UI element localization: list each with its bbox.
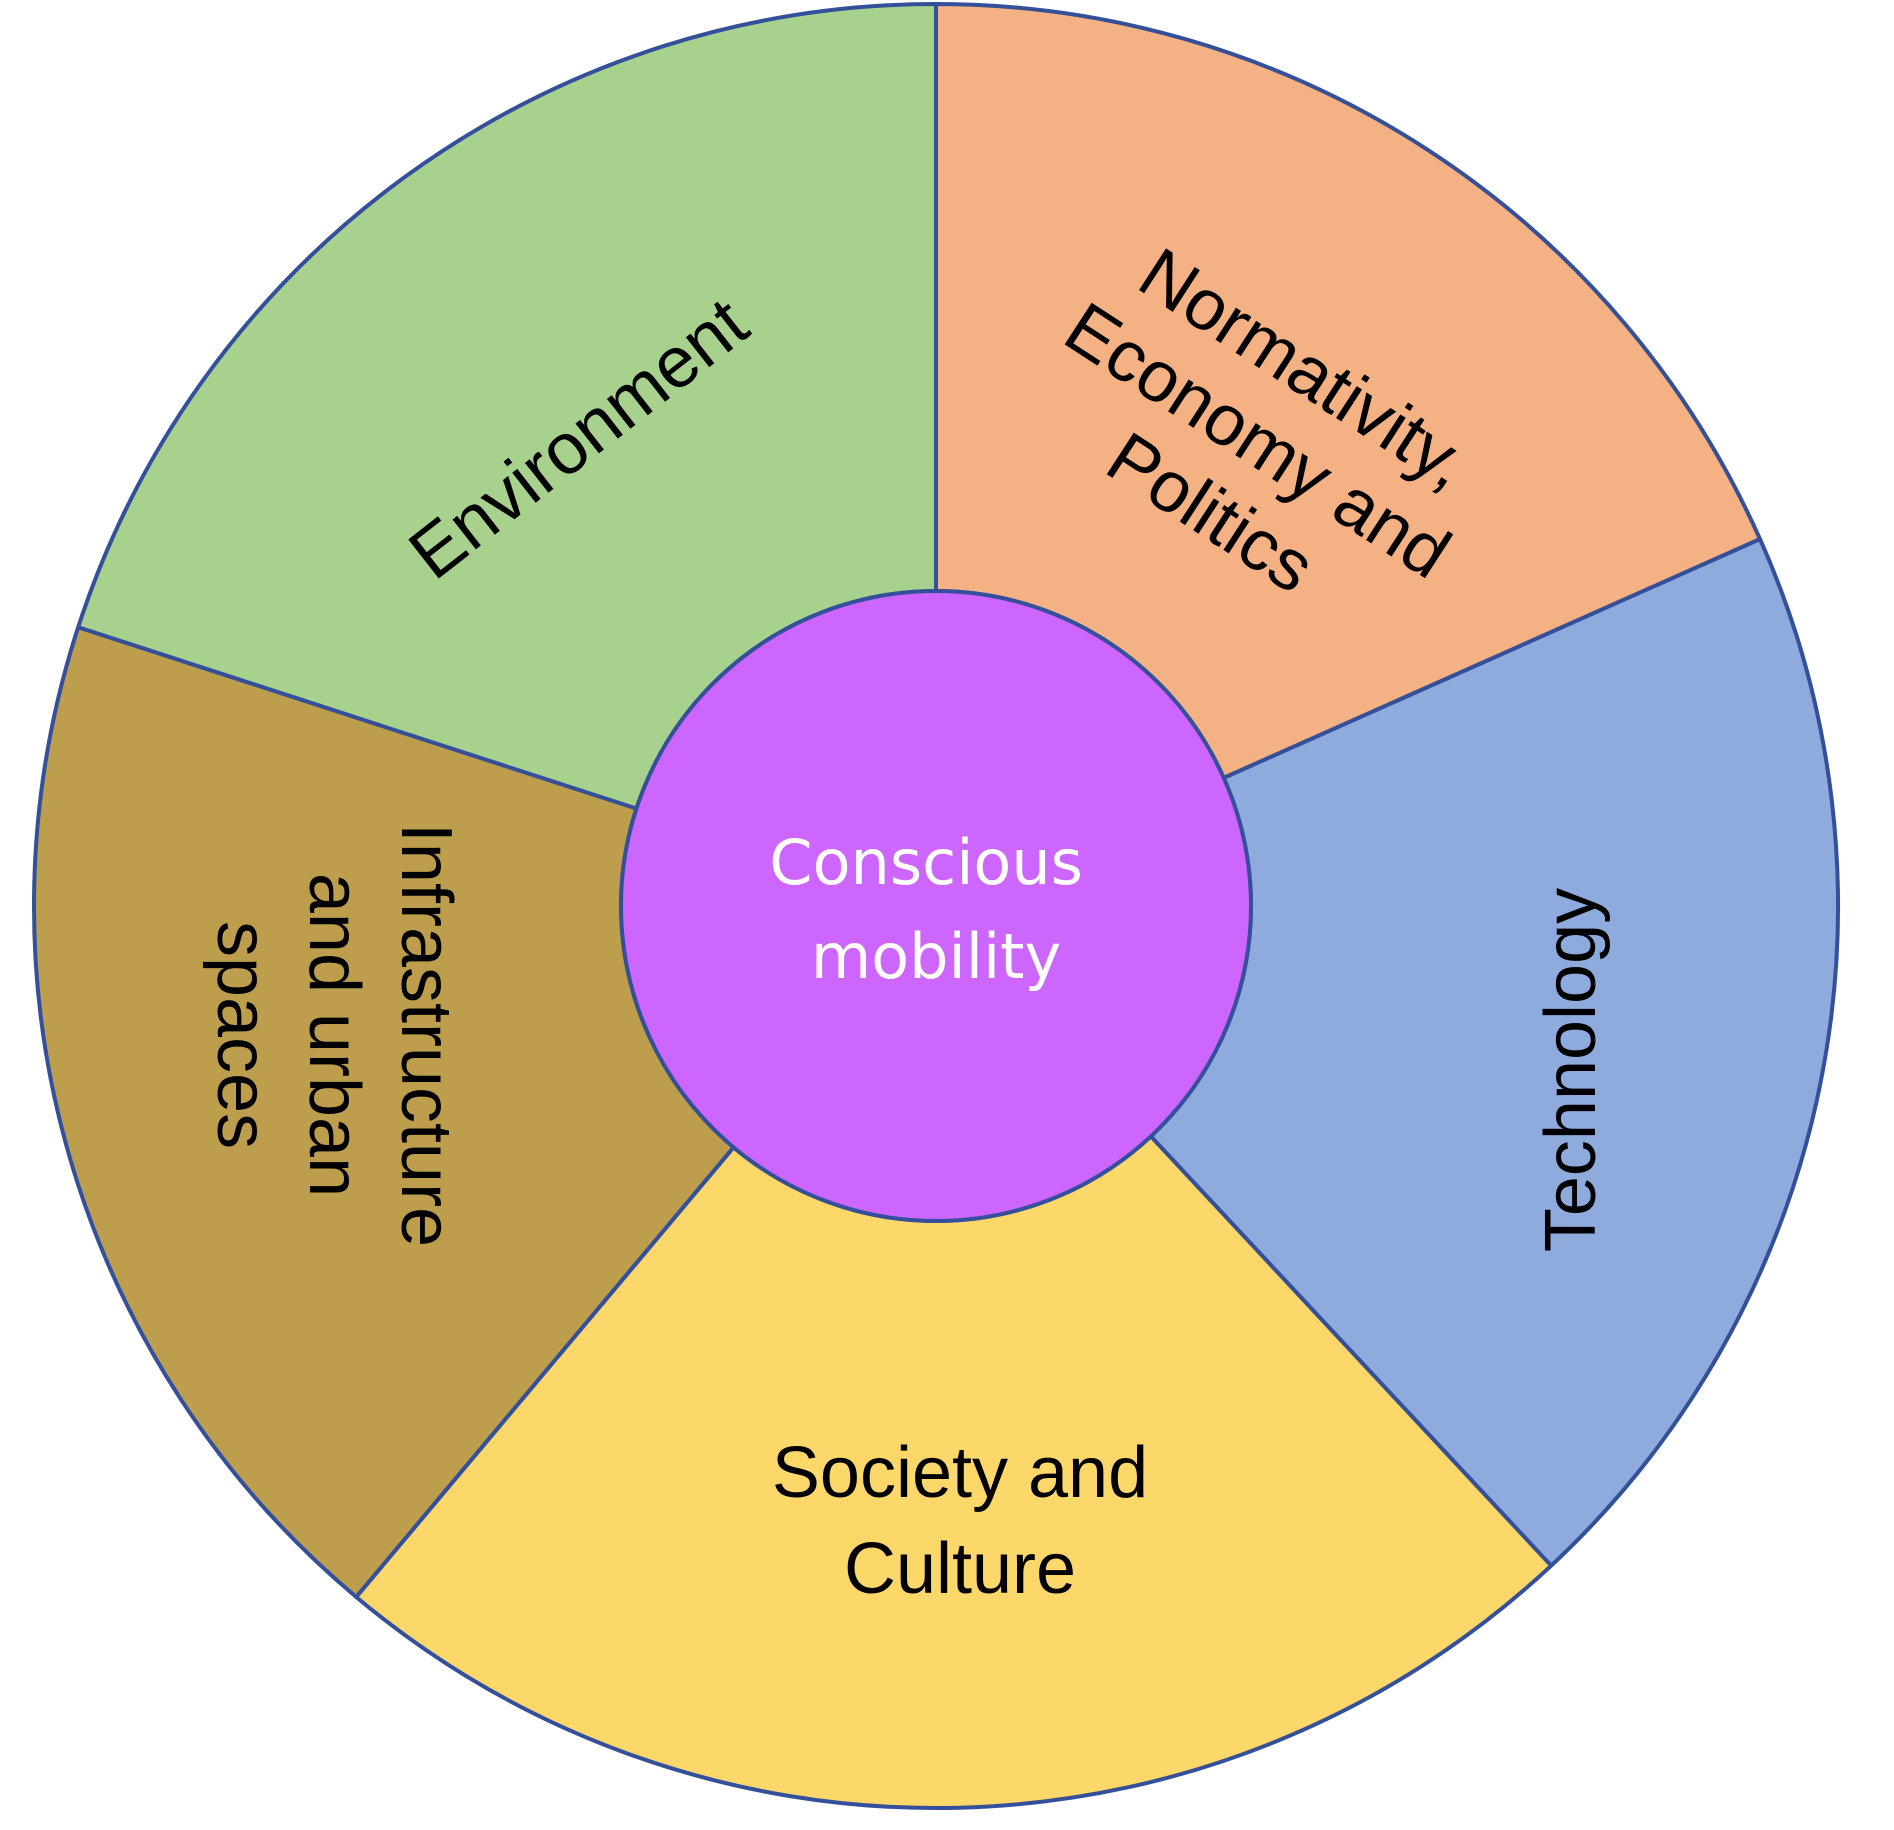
segment-label-society-line-2: Culture	[844, 1529, 1076, 1609]
wheel-segments: Environment Normativity,Economy andPoliti…	[32, 2, 1840, 1810]
center-label-line-1: Conscious	[769, 826, 1083, 899]
center-hub: Conscious mobility	[619, 589, 1253, 1223]
segment-label-infrastructure: Infrastructureand urbanspaces	[202, 823, 466, 1247]
center-label-line-2: mobility	[811, 920, 1061, 993]
segment-label-technology-line-1: Technology	[1531, 888, 1611, 1252]
center-label: Conscious mobility	[769, 826, 1102, 993]
segment-label-technology: Technology	[1531, 888, 1611, 1252]
segment-label-society: Society and Culture	[772, 1433, 1148, 1609]
segment-label-infrastructure-line-3: spaces	[202, 921, 282, 1149]
center-circle	[619, 589, 1253, 1223]
segment-label-infrastructure-line-1: Infrastructure	[386, 823, 466, 1247]
segment-label-society-line-1: Society and	[772, 1433, 1148, 1513]
segment-label-infrastructure-line-2: and urban	[294, 873, 374, 1197]
